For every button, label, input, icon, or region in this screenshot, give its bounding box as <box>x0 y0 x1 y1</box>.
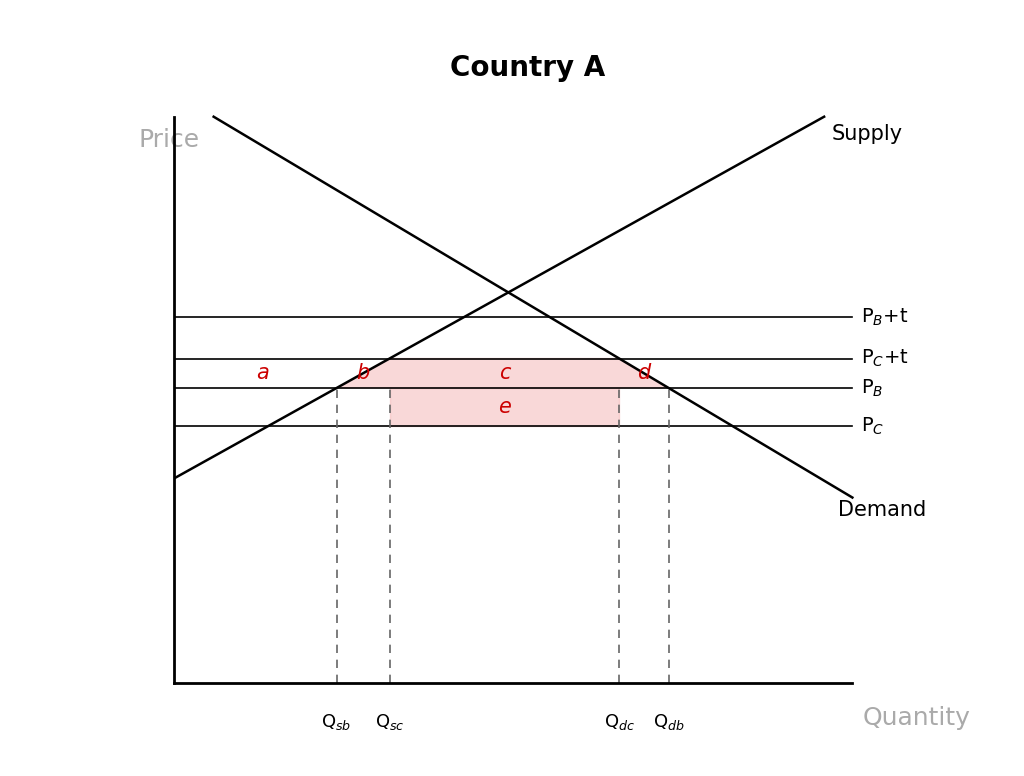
Text: c: c <box>499 363 510 383</box>
Text: b: b <box>356 363 370 383</box>
Polygon shape <box>389 388 620 426</box>
Text: Price: Price <box>139 128 200 152</box>
Text: Q$_{sb}$: Q$_{sb}$ <box>322 712 352 733</box>
Text: Q$_{dc}$: Q$_{dc}$ <box>604 712 635 733</box>
Text: P$_B$: P$_B$ <box>861 377 884 399</box>
Text: Q$_{db}$: Q$_{db}$ <box>652 712 685 733</box>
Polygon shape <box>337 359 669 388</box>
Text: Supply: Supply <box>831 124 902 144</box>
Text: P$_C$+t: P$_C$+t <box>861 348 908 369</box>
Text: P$_B$+t: P$_B$+t <box>861 307 908 328</box>
Text: Quantity: Quantity <box>863 706 971 730</box>
Text: Demand: Demand <box>839 500 927 520</box>
Text: Q$_{sc}$: Q$_{sc}$ <box>375 712 404 733</box>
Text: e: e <box>498 397 511 417</box>
Text: d: d <box>637 363 650 383</box>
Text: a: a <box>256 363 268 383</box>
Title: Country A: Country A <box>450 54 605 82</box>
Text: P$_C$: P$_C$ <box>861 416 885 437</box>
